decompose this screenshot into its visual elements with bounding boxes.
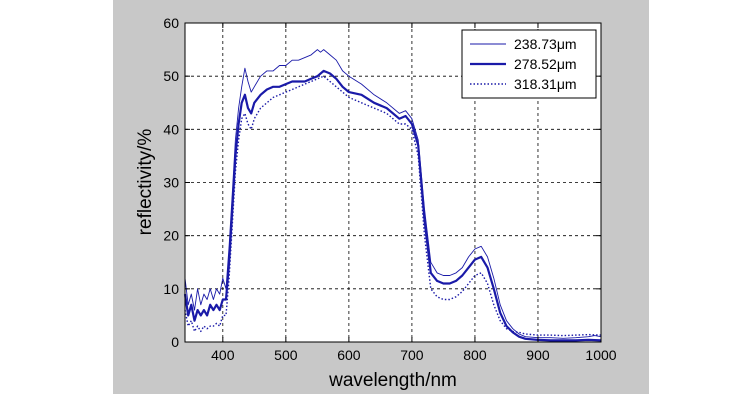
y-axis-title: reflectivity/% (135, 129, 156, 236)
x-axis-title: wavelength/nm (328, 370, 457, 391)
y-tick-label: 50 (163, 68, 179, 84)
legend-label-3: 318.31μm (514, 76, 577, 92)
y-tick-label: 20 (163, 228, 179, 244)
y-tick-label: 30 (163, 175, 179, 191)
series-line-1 (184, 49, 602, 339)
figure-background: 400 500 600 700 800 900 1000 0 10 20 30 40 50 60 238.… (113, 0, 649, 394)
series-line-3 (184, 75, 602, 337)
legend-label-1: 238.73μm (514, 36, 577, 52)
y-tick-label: 40 (163, 121, 179, 137)
series-line-2 (183, 69, 602, 342)
legend: 238.73μm 278.52μm 318.31μm (461, 29, 597, 99)
x-tick-label: 500 (274, 347, 298, 363)
y-tick-label: 10 (163, 281, 179, 297)
x-tick-label: 600 (337, 347, 361, 363)
y-tick-label: 0 (171, 334, 179, 350)
series-layer (183, 49, 602, 342)
reflectivity-chart: 400 500 600 700 800 900 1000 0 10 20 30 40 50 60 238.… (135, 15, 617, 391)
grid (185, 23, 601, 342)
x-tick-label: 400 (211, 347, 235, 363)
y-tick-label: 60 (163, 15, 179, 31)
x-tick-label: 700 (400, 347, 424, 363)
ticks: 400 500 600 700 800 900 1000 0 10 20 30 40 50 60 (163, 15, 616, 363)
x-tick-label: 800 (463, 347, 487, 363)
x-tick-label: 900 (526, 347, 550, 363)
legend-label-2: 278.52μm (514, 56, 577, 72)
x-tick-label: 1000 (585, 347, 616, 363)
